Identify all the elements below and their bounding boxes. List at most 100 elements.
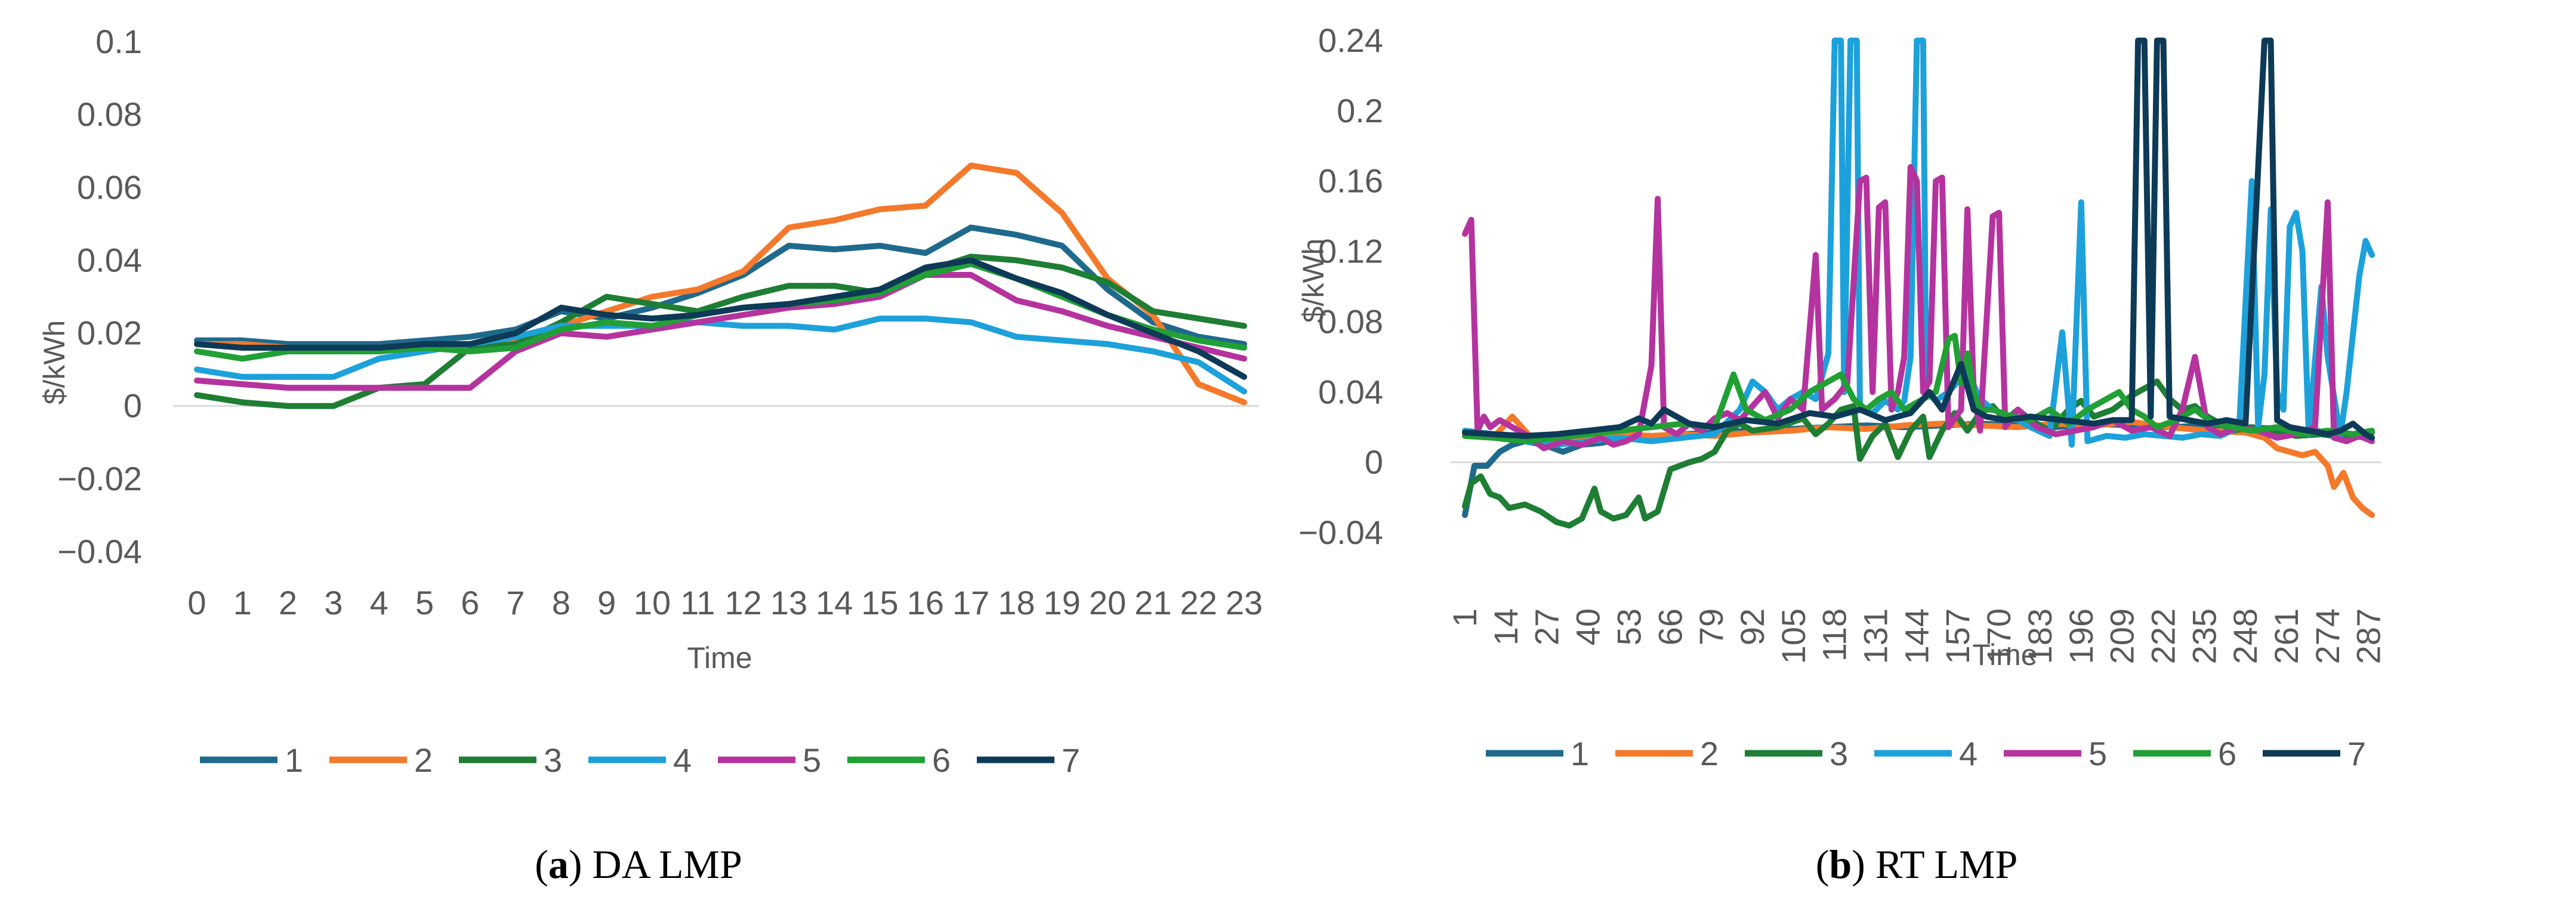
x-tick-label: 3: [324, 584, 343, 621]
x-tick-label: 0: [187, 584, 206, 621]
x-tick-label: 53: [1610, 608, 1648, 645]
caption-letter: a: [548, 842, 569, 887]
x-tick-label: 261: [2268, 608, 2305, 664]
x-tick-label: 4: [370, 584, 388, 621]
legend-label-5: 5: [803, 741, 821, 779]
y-tick-label: 0.02: [77, 314, 142, 352]
x-tick-label: 7: [507, 584, 525, 621]
x-tick-label: 66: [1651, 608, 1689, 645]
y-axis-title: $/kWh: [38, 320, 71, 405]
x-tick-label: 105: [1775, 608, 1812, 664]
x-tick-label: 1: [233, 584, 252, 621]
legend: 1 2 3 4 5 6 7: [200, 741, 1080, 779]
y-tick-label: 0.24: [1318, 21, 1383, 59]
legend-label-4: 4: [1959, 735, 1977, 772]
y-tick-label: 0.08: [1318, 302, 1383, 340]
legend-label-1: 1: [1571, 735, 1589, 772]
legend-label-7: 7: [2347, 735, 2366, 772]
y-tick-label: 0: [1365, 443, 1383, 481]
x-tick-label: 5: [415, 584, 434, 621]
x-tick-label: 170: [1980, 608, 2017, 664]
x-tick-label: 222: [2144, 608, 2182, 664]
series-line-1: [194, 224, 1247, 347]
x-tick-label: 10: [634, 584, 671, 621]
x-tick-label: 209: [2103, 608, 2141, 664]
x-tick-label: 92: [1733, 608, 1771, 645]
y-tick-label: −0.04: [57, 533, 142, 570]
y-tick-label: 0.1: [95, 23, 142, 60]
x-tick-label: 27: [1528, 608, 1566, 645]
x-tick-label: 14: [816, 584, 853, 621]
x-tick-label: 248: [2226, 608, 2264, 664]
legend-label-5: 5: [2088, 735, 2107, 772]
x-tick-label: 274: [2309, 608, 2346, 664]
legend-label-6: 6: [2218, 735, 2236, 772]
x-tick-label: 11: [680, 584, 715, 621]
y-tick-label: 0.04: [77, 241, 142, 279]
caption-letter: b: [1829, 842, 1852, 887]
y-axis-ticks: −0.04 0 0.04 0.08 0.12 0.16 0.2 0.24: [1298, 21, 1383, 551]
y-axis-ticks: −0.04 −0.02 0 0.02 0.04 0.06 0.08 0.1: [57, 23, 142, 570]
x-tick-label: 144: [1898, 608, 1935, 664]
series-line-7: [194, 257, 1247, 380]
legend-label-4: 4: [673, 741, 692, 779]
x-tick-label: 19: [1044, 584, 1081, 621]
legend-label-2: 2: [1700, 735, 1719, 772]
series-lines: [1462, 38, 2375, 529]
series-lines: [194, 162, 1247, 409]
legend-label-3: 3: [544, 741, 562, 779]
legend-label-3: 3: [1830, 735, 1848, 772]
x-tick-label: 287: [2350, 608, 2387, 664]
x-tick-label: 18: [998, 584, 1035, 621]
x-tick-label: 17: [952, 584, 989, 621]
x-tick-label: 118: [1816, 608, 1853, 661]
series-line-7: [1462, 38, 2375, 441]
x-tick-label: 22: [1180, 584, 1217, 621]
x-tick-label: 23: [1226, 584, 1263, 621]
legend-label-1: 1: [285, 741, 303, 779]
x-tick-label: 131: [1857, 608, 1895, 664]
x-tick-label: 15: [861, 584, 898, 621]
x-tick-label: 21: [1134, 584, 1171, 621]
x-tick-label: 79: [1692, 608, 1730, 645]
y-tick-label: 0.08: [77, 95, 142, 133]
x-axis-title: Time: [1972, 638, 2037, 672]
series-line-2: [1462, 413, 2375, 518]
y-tick-label: 0.04: [1318, 373, 1383, 410]
legend-label-2: 2: [414, 741, 433, 779]
x-tick-label: 9: [597, 584, 616, 621]
x-tick-label: 12: [725, 584, 762, 621]
legend-label-7: 7: [1062, 741, 1080, 779]
y-tick-label: −0.04: [1298, 514, 1383, 551]
x-tick-label: 6: [461, 584, 479, 621]
legend: 1 2 3 4 5 6 7: [1486, 735, 2366, 772]
legend-label-6: 6: [932, 741, 951, 779]
series-line-6: [1462, 333, 2375, 444]
series-line-4: [194, 316, 1247, 395]
x-axis-ticks: 1 14 27 40 53 66 79 92 105 118 131 144 157 170 183 196 2…: [1446, 608, 2387, 664]
y-tick-label: −0.02: [57, 460, 142, 497]
series-line-3: [194, 253, 1247, 409]
x-tick-label: 183: [2021, 608, 2059, 664]
x-tick-label: 16: [907, 584, 944, 621]
y-tick-label: 0.12: [1318, 233, 1383, 270]
panel-caption: (a) DA LMP: [535, 842, 742, 887]
x-tick-label: 40: [1569, 608, 1607, 645]
x-axis-title: Time: [687, 641, 752, 675]
x-tick-label: 20: [1089, 584, 1126, 621]
caption-text: ) DA LMP: [569, 842, 742, 887]
x-tick-label: 8: [552, 584, 570, 621]
x-axis-ticks: 0 1 2 3 4 5 6 7 8 9 10 11 12 13 14 15 16 17 18 19 20 21 22 23: [187, 584, 1263, 621]
series-line-5: [194, 271, 1247, 391]
x-tick-label: 13: [770, 584, 807, 621]
y-tick-label: 0: [124, 387, 142, 425]
y-tick-label: 0.06: [77, 168, 142, 206]
x-tick-label: 14: [1487, 608, 1525, 645]
x-tick-label: 1: [1446, 608, 1483, 627]
caption-text: ) RT LMP: [1852, 842, 2017, 887]
x-tick-label: 235: [2185, 608, 2223, 664]
x-tick-label: 196: [2062, 608, 2100, 664]
y-tick-label: 0.2: [1337, 92, 1383, 129]
